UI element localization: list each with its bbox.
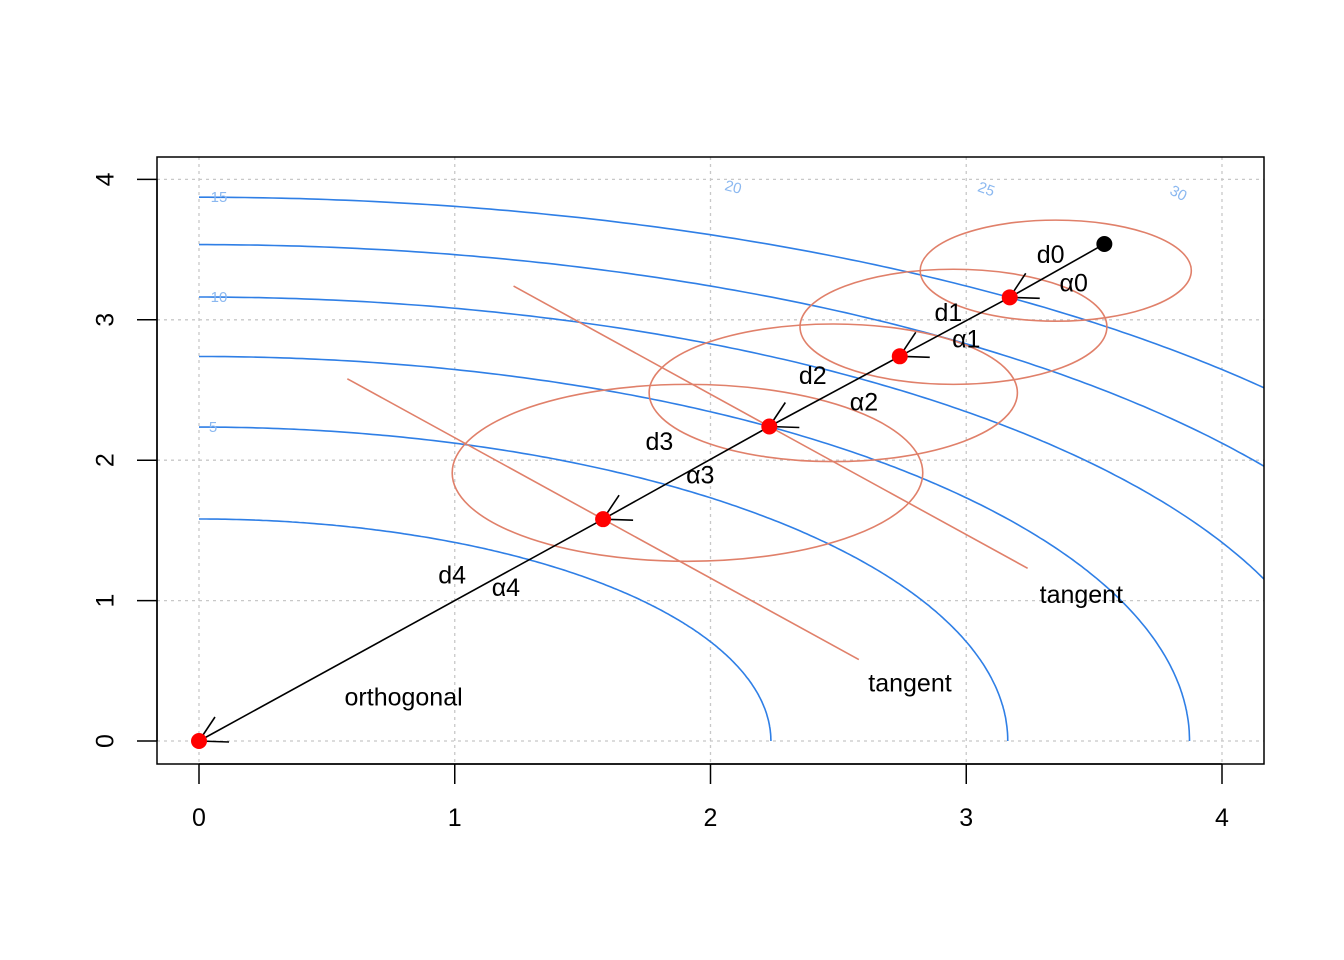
path-point — [891, 348, 908, 365]
path-point — [761, 418, 778, 435]
contour-line-5 — [199, 518, 772, 741]
path-point — [1001, 289, 1018, 306]
path-segment — [198, 518, 604, 742]
contour-line-25 — [199, 243, 1264, 468]
contour-label: 15 — [211, 189, 228, 206]
contour-lines — [199, 196, 1264, 742]
angle-label: α2 — [850, 389, 878, 417]
angle-label: α1 — [952, 325, 980, 353]
grid — [157, 157, 1264, 764]
distance-label: d1 — [934, 299, 962, 327]
contour-line-15 — [199, 355, 1191, 741]
x-tick-label: 4 — [1215, 804, 1229, 832]
x-tick-label: 3 — [959, 804, 973, 832]
annotation-label: tangent — [868, 669, 951, 697]
start-point — [1096, 235, 1113, 252]
y-tick-label: 2 — [92, 453, 120, 467]
annotation-label: tangent — [1040, 581, 1123, 609]
path-point — [191, 733, 207, 749]
x-tick-label: 2 — [704, 804, 718, 832]
path-segment — [899, 296, 1011, 358]
x-axis: 0 1 2 3 4 — [192, 763, 1229, 832]
distance-label: d4 — [438, 561, 466, 589]
path-points — [191, 235, 1113, 749]
annotation-label: orthogonal — [345, 683, 463, 711]
contour-label: 10 — [211, 289, 228, 306]
annotations: orthogonal tangent tangent — [345, 581, 1124, 711]
contour-line-10 — [199, 426, 1009, 742]
orthogonal-path — [198, 243, 1105, 743]
y-tick-label: 0 — [92, 734, 120, 748]
y-axis: 0 1 2 3 4 — [92, 172, 158, 748]
y-tick-label: 4 — [92, 172, 120, 186]
path-segment — [768, 355, 901, 428]
path-segment — [602, 425, 770, 520]
x-tick-label: 0 — [192, 804, 206, 832]
angle-label: α3 — [686, 462, 714, 490]
distance-label: d2 — [799, 362, 827, 390]
distance-label: d3 — [645, 428, 673, 456]
contour-label: 5 — [209, 419, 217, 436]
distance-label: d0 — [1037, 241, 1065, 269]
contour-line-20 — [199, 296, 1264, 581]
contour-labels: 5 10 15 20 25 30 — [209, 177, 1190, 436]
contour-label: 25 — [975, 179, 996, 201]
step-circle — [799, 268, 1108, 386]
step-circle — [451, 383, 924, 563]
angle-label: α0 — [1059, 269, 1087, 297]
path-point — [595, 511, 612, 528]
y-tick-label: 1 — [92, 594, 120, 608]
contour-label: 30 — [1167, 182, 1190, 205]
x-tick-label: 1 — [448, 804, 462, 832]
y-tick-label: 3 — [92, 313, 120, 327]
contour-line-30 — [199, 196, 1264, 389]
contour-label: 20 — [723, 177, 743, 198]
angle-label: α4 — [492, 574, 520, 602]
path-segment — [1009, 243, 1105, 299]
